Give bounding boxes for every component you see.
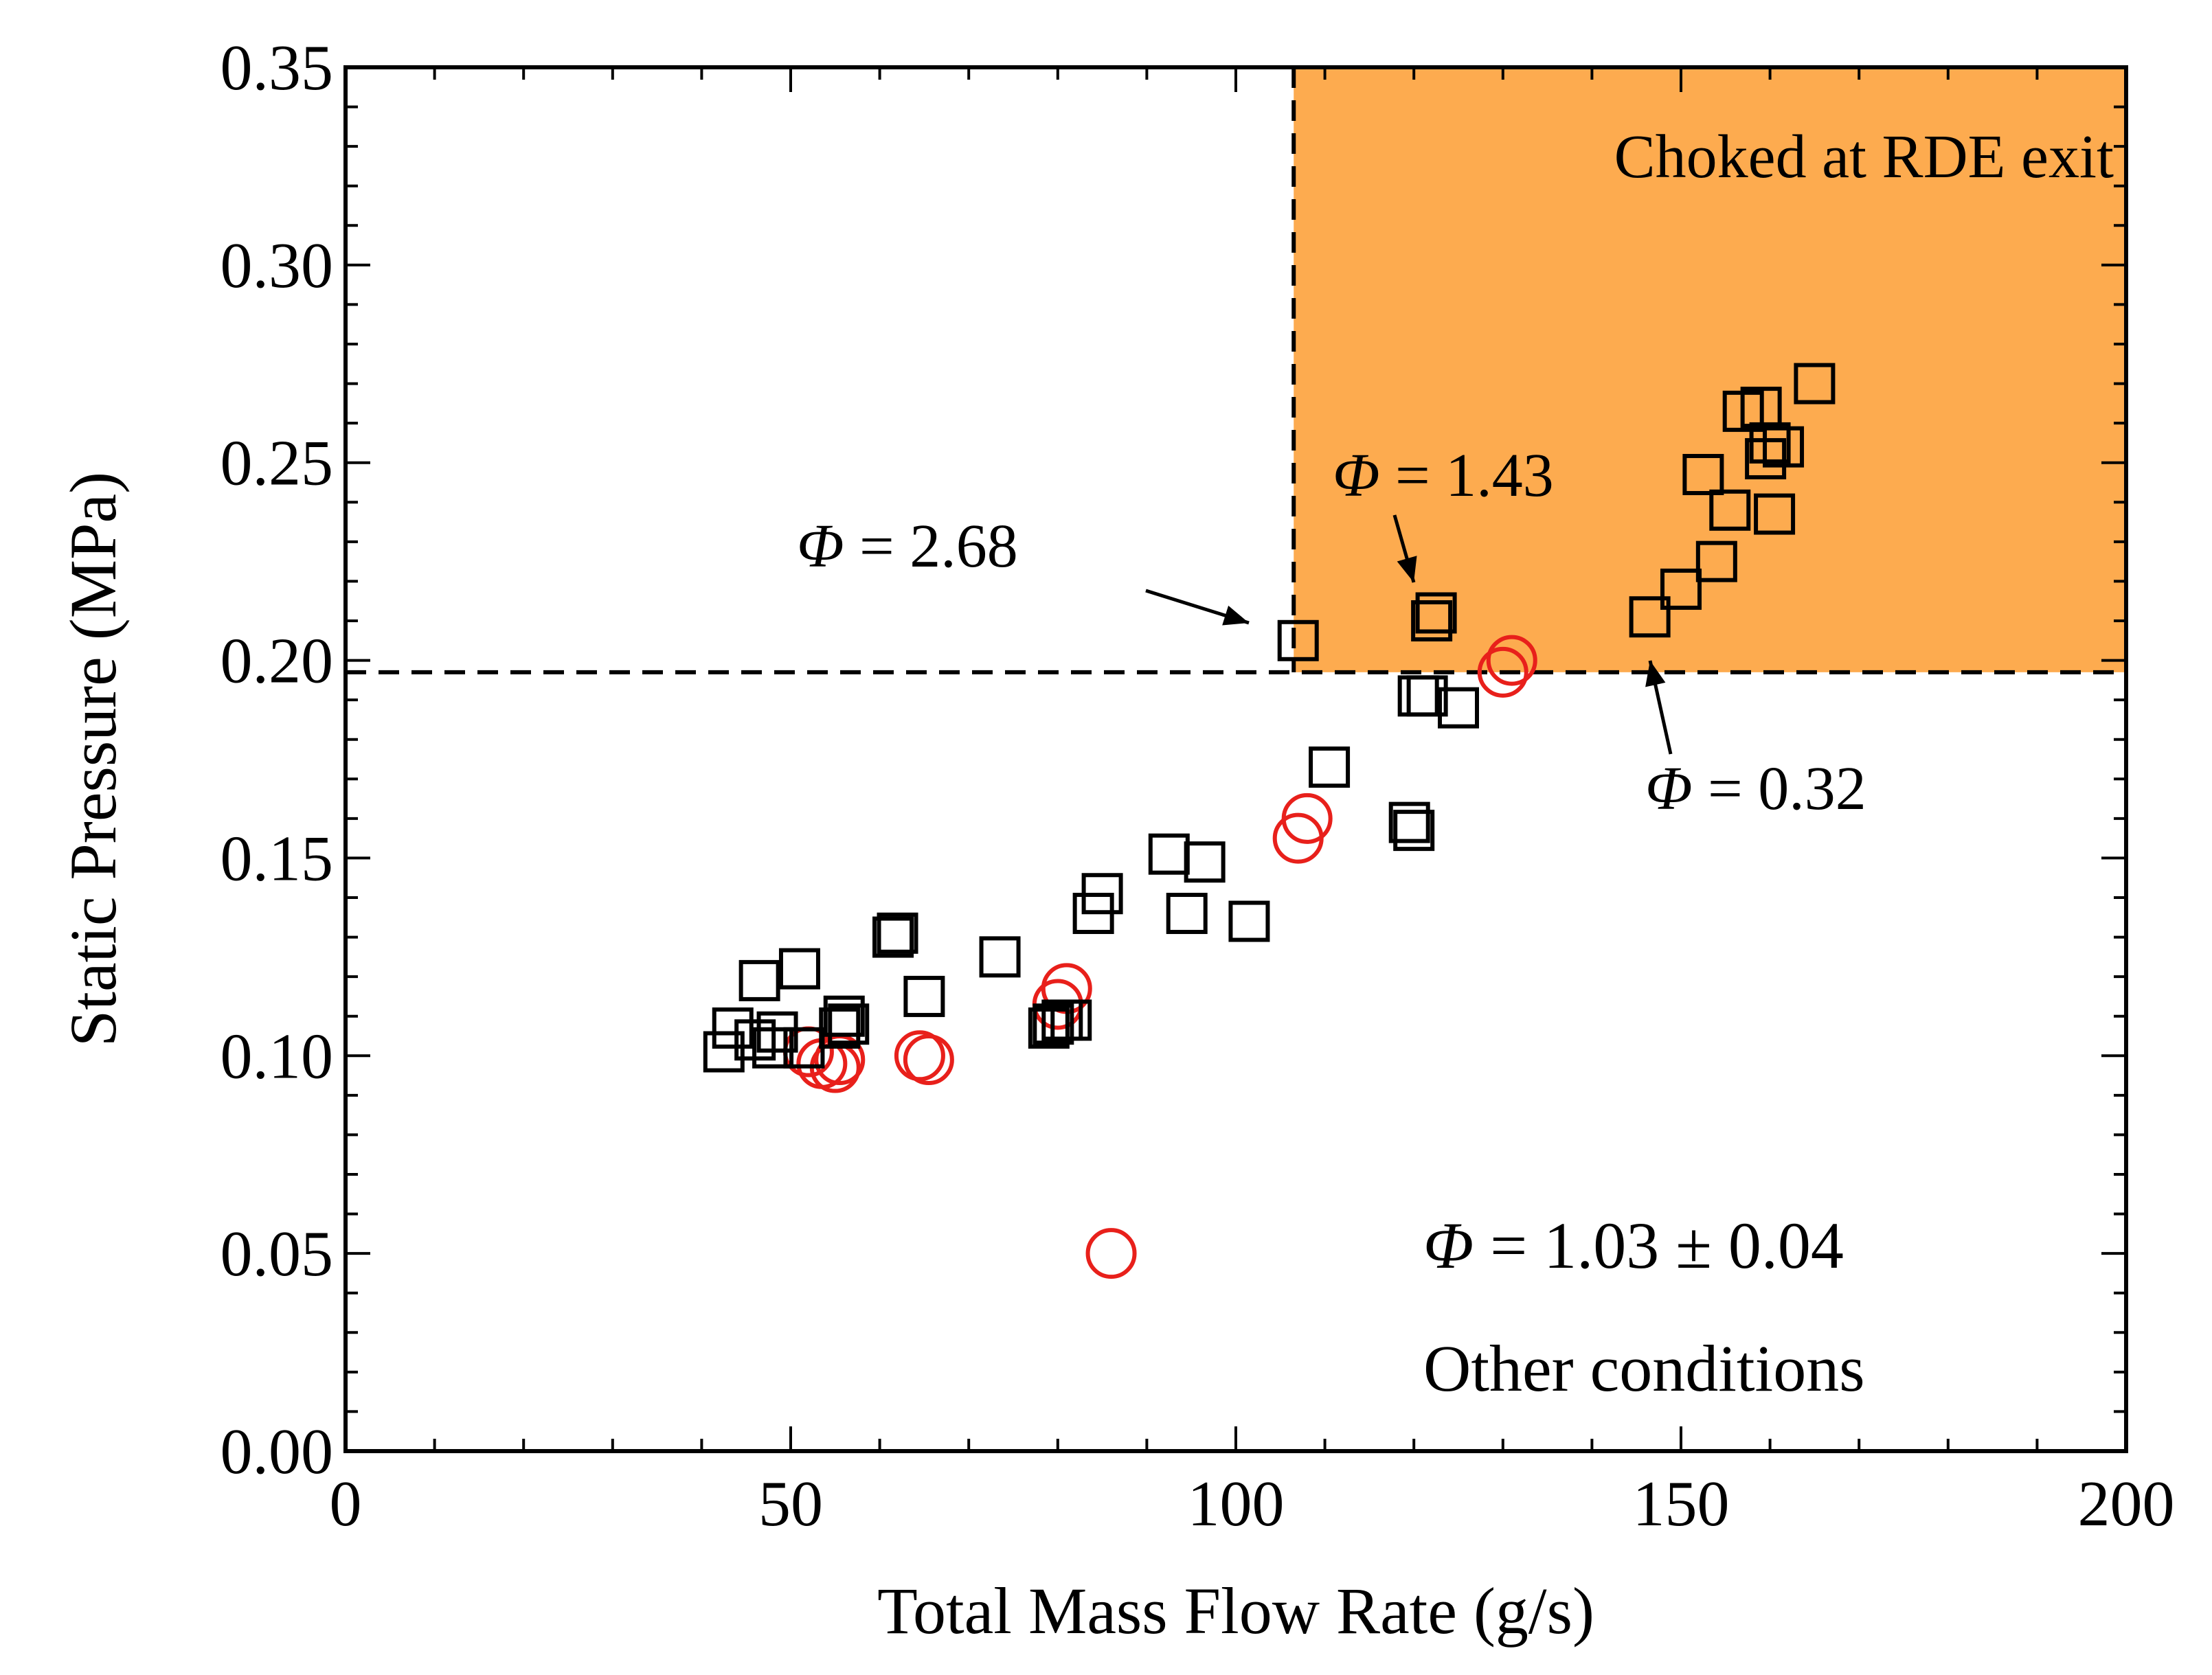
square-point (1749, 422, 1791, 464)
square-point (752, 1027, 794, 1069)
square-point (1763, 426, 1805, 468)
square-point (1028, 1007, 1070, 1049)
phi-symbol: Φ (1645, 755, 1693, 823)
phi-symbol: Φ (797, 512, 844, 580)
circle-point (894, 1030, 945, 1082)
square-point (979, 936, 1021, 978)
data-points (703, 363, 1836, 1279)
annotation-arrow-head (1222, 605, 1249, 626)
phi-annotation-3: Φ = 0.32 (1645, 755, 1866, 823)
square-point (756, 1011, 798, 1053)
choked-region-label: Choked at RDE exit (1614, 123, 2114, 191)
x-tick-label: 0 (330, 1468, 362, 1540)
circle-point (1085, 1228, 1137, 1279)
circle-point (1486, 635, 1537, 686)
phi-annotation-1: Φ = 2.68 (797, 512, 1018, 580)
square-point (778, 948, 820, 990)
square-point (1148, 833, 1190, 875)
y-tick-label: 0.05 (221, 1218, 334, 1290)
square-point (1388, 801, 1430, 843)
x-tick-label: 200 (2078, 1468, 2175, 1540)
phi-value: = 0.32 (1693, 755, 1866, 823)
x-tick-label: 100 (1188, 1468, 1285, 1540)
square-point (823, 995, 865, 1037)
square-point (828, 1003, 870, 1045)
square-point (1415, 592, 1457, 634)
y-tick-label: 0.35 (221, 32, 334, 104)
x-axis-title: Total Mass Flow Rate (g/s) (877, 1574, 1594, 1648)
choked-region (1294, 67, 2126, 672)
annotation-arrow-head (1397, 556, 1417, 582)
square-point (1682, 453, 1724, 495)
phi-annotation-2: Φ = 1.43 (1333, 442, 1554, 510)
square-point (1629, 596, 1671, 638)
y-tick-label: 0.20 (221, 626, 334, 697)
square-point (1397, 675, 1439, 717)
square-point (1438, 687, 1479, 729)
y-tick-label: 0.15 (221, 823, 334, 894)
square-point (1277, 619, 1319, 661)
legend: Φ = 1.03 ± 0.04 Other conditions (1423, 1209, 1865, 1405)
y-axis-title: Static Pressure (MPa) (56, 472, 130, 1047)
phi-value: = 1.43 (1380, 442, 1554, 510)
x-tick-labels: 0 50 100 150 200 (330, 1468, 2175, 1540)
square-point (712, 1007, 754, 1049)
y-tick-label: 0.10 (221, 1021, 334, 1092)
square-point (1754, 493, 1796, 535)
square-point (1393, 810, 1435, 852)
phi-symbol: Φ (1333, 442, 1380, 510)
square-point (819, 1007, 861, 1049)
x-tick-label: 50 (758, 1468, 823, 1540)
square-point (738, 959, 780, 1001)
y-tick-label: 0.30 (221, 230, 334, 301)
annotations: Φ = 2.68Φ = 1.43Φ = 0.32 (797, 442, 1866, 823)
plot-frame (343, 65, 2128, 1453)
square-point (1406, 675, 1448, 717)
square-point (1184, 841, 1226, 883)
square-point (1166, 893, 1208, 935)
square-point (872, 916, 914, 958)
legend-label-phi: Φ = 1.03 ± 0.04 (1423, 1209, 1844, 1282)
annotation-arrow-head (1645, 661, 1666, 687)
square-point (703, 1031, 745, 1073)
square-point (1309, 747, 1351, 788)
y-tick-label: 0.25 (221, 428, 334, 499)
square-point (903, 975, 945, 1017)
legend-label-other: Other conditions (1423, 1332, 1865, 1405)
circle-point (903, 1034, 954, 1086)
square-point (1228, 900, 1270, 942)
legend-phi-value: = 1.03 ± 0.04 (1474, 1209, 1844, 1282)
square-point (1081, 873, 1123, 915)
circle-point (1477, 646, 1528, 698)
square-point (1794, 363, 1836, 404)
circle-point (1281, 793, 1333, 844)
square-point (1050, 999, 1092, 1041)
y-tick-label: 0.00 (221, 1416, 334, 1488)
square-point (877, 912, 918, 954)
x-tick-label: 150 (1633, 1468, 1730, 1540)
square-point (1695, 540, 1737, 582)
phi-symbol: Φ (1423, 1209, 1474, 1282)
square-point (1660, 568, 1702, 610)
y-tick-labels: 0.00 0.05 0.10 0.15 0.20 0.25 0.30 0.35 (221, 32, 334, 1488)
phi-value: = 2.68 (844, 512, 1018, 580)
square-point (1411, 600, 1453, 641)
square-point (1709, 489, 1751, 531)
